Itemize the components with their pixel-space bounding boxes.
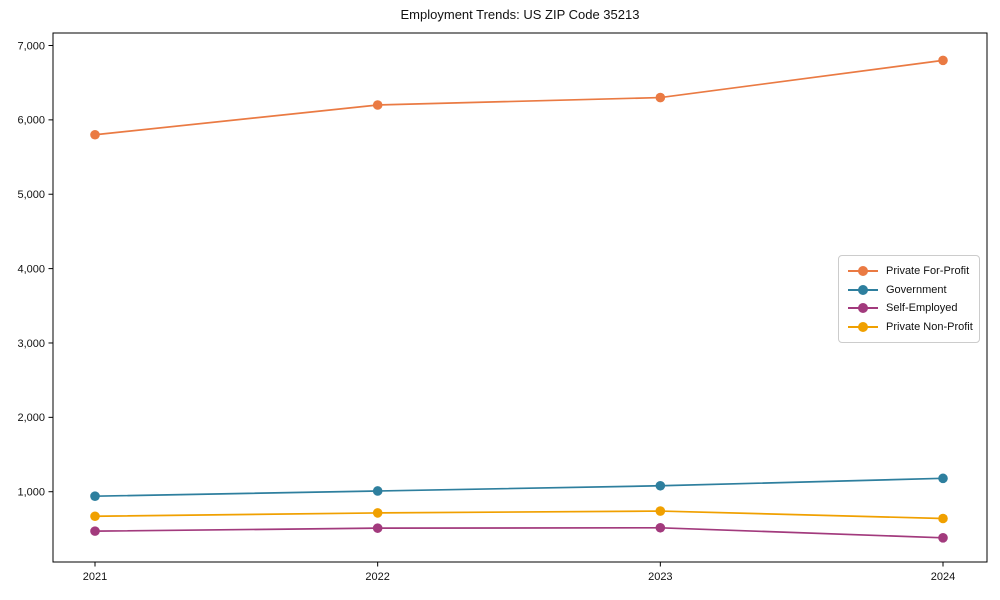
plot-border (52, 32, 988, 563)
x-tick-label: 2023 (648, 571, 672, 583)
y-tick-label: 4,000 (17, 263, 45, 275)
legend-marker-icon (848, 321, 878, 332)
series-line-self-employed (94, 526, 944, 539)
legend-marker-icon (848, 284, 878, 295)
data-point-private-non-profit (655, 506, 666, 516)
y-tick-label: 3,000 (17, 338, 45, 350)
data-point-self-employed (938, 533, 948, 543)
data-point-government (655, 480, 666, 491)
y-tick-label: 2,000 (17, 412, 45, 424)
legend-item-private-for-profit: Private For-Profit (848, 262, 973, 280)
data-point-government (938, 473, 948, 484)
x-tick-label: 2024 (931, 571, 955, 583)
data-point-private-for-profit (938, 55, 948, 66)
legend-label: Private Non-Profit (886, 320, 973, 333)
data-point-self-employed (655, 522, 666, 533)
data-point-government (372, 486, 383, 496)
series-line-private-non-profit (94, 510, 944, 520)
data-point-private-non-profit (938, 513, 948, 524)
legend-marker-icon (848, 266, 878, 276)
series-line-government (94, 477, 944, 498)
y-tick-label: 1,000 (17, 487, 45, 499)
x-tick-label: 2022 (365, 571, 389, 583)
legend-item-government: Government (848, 281, 973, 299)
y-tick-label: 6,000 (17, 115, 45, 127)
data-point-private-non-profit (372, 508, 383, 518)
series-line-private-for-profit (94, 59, 944, 136)
data-point-private-for-profit (90, 129, 100, 140)
legend-label: Government (886, 283, 947, 296)
y-tick-label: 7,000 (17, 40, 45, 52)
legend: Private For-Profit Government Self-Emplo… (838, 255, 980, 343)
legend-label: Self-Employed (886, 302, 958, 315)
data-point-private-for-profit (655, 92, 666, 103)
legend-item-private-non-profit: Private Non-Profit (848, 318, 973, 336)
x-tick-label: 2021 (83, 571, 107, 583)
data-point-self-employed (372, 523, 383, 533)
data-point-private-non-profit (90, 511, 100, 522)
y-tick-label: 5,000 (17, 189, 45, 201)
data-point-government (90, 491, 100, 501)
legend-marker-icon (848, 303, 878, 314)
legend-item-self-employed: Self-Employed (848, 299, 973, 317)
data-point-private-for-profit (372, 100, 383, 110)
legend-label: Private For-Profit (886, 265, 970, 277)
data-point-self-employed (90, 526, 100, 536)
chart-title: Employment Trends: US ZIP Code 35213 (400, 7, 640, 22)
